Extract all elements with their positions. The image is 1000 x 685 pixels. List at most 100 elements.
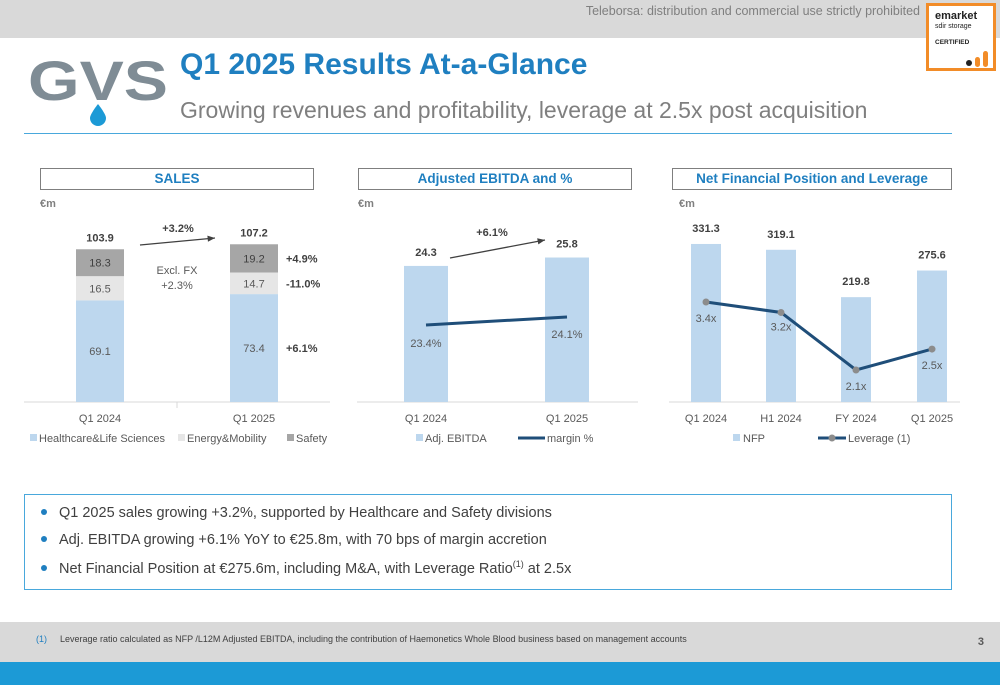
nfp-category-label: Q1 2024 (685, 413, 727, 425)
key-points-box: Q1 2025 sales growing +3.2%, supported b… (24, 494, 952, 590)
nfp-leverage-label: 3.2x (771, 321, 792, 333)
badge-bars-icon (966, 51, 988, 67)
sales-segment-value-label: 18.3 (89, 258, 110, 270)
badge-line3: CERTIFIED (935, 39, 970, 46)
nfp-category-label: H1 2024 (760, 413, 802, 425)
bullet-item: Net Financial Position at €275.6m, inclu… (41, 559, 571, 577)
sales-bar-segment (230, 272, 278, 295)
sales-bar-segment (230, 244, 278, 273)
sales-legend-label: Energy&Mobility (187, 433, 267, 445)
page-subtitle: Growing revenues and profitability, leve… (180, 97, 868, 123)
ebitda-category-label: Q1 2025 (546, 413, 588, 425)
bullet-text: Net Financial Position at €275.6m, inclu… (59, 560, 513, 577)
nfp-leverage-label: 2.1x (846, 381, 867, 393)
bottom-bar (0, 662, 1000, 685)
sales-segment-growth-label: +6.1% (286, 343, 318, 355)
nfp-bar (917, 270, 947, 402)
nfp-legend-swatch (733, 434, 740, 441)
sales-unit-label: €m (40, 198, 56, 210)
ebitda-legend-label: margin % (547, 433, 594, 445)
footnote-ref: (1) (512, 559, 524, 569)
title-divider (24, 133, 952, 134)
nfp-value-label: 219.8 (842, 276, 870, 288)
sales-panel-title: SALES (40, 168, 314, 190)
nfp-leverage-label: 2.5x (922, 360, 943, 372)
nfp-category-label: FY 2024 (835, 413, 876, 425)
nfp-category-label: Q1 2025 (911, 413, 953, 425)
bullet-item: Q1 2025 sales growing +3.2%, supported b… (41, 505, 552, 521)
sales-segment-growth-label: +4.9% (286, 253, 318, 265)
bullet-dot-icon (41, 536, 47, 543)
nfp-leverage-marker (928, 345, 936, 353)
emarket-certified-badge: emarket sdir storage CERTIFIED (926, 3, 996, 71)
sales-bar-segment (76, 276, 124, 301)
bullet-text: Q1 2025 sales growing +3.2%, supported b… (59, 505, 552, 521)
sales-excl-fx-value: +2.3% (161, 280, 193, 292)
bullet-text-tail: at 2.5x (523, 560, 572, 577)
ebitda-unit-label: €m (358, 198, 374, 210)
nfp-bar (841, 297, 871, 402)
sales-segment-value-label: 14.7 (243, 278, 264, 290)
ebitda-margin-line (425, 315, 568, 327)
charts-area: 69.1 16.5 18.3 103.9 Q1 2024 73.4 14.7 19.2 107.… (24, 223, 960, 445)
ebitda-value-label: 25.8 (556, 239, 577, 251)
page-number: 3 (977, 636, 984, 648)
nfp-value-label: 319.1 (767, 229, 795, 241)
nfp-bar (766, 249, 796, 402)
badge-line1: emarket (935, 10, 978, 22)
sales-excl-fx-label: Excl. FX (157, 265, 199, 277)
nfp-unit-label: €m (679, 198, 695, 210)
ebitda-margin-label: 24.1% (551, 329, 582, 341)
watermark-text: Teleborsa: distribution and commercial u… (585, 4, 920, 18)
ebitda-value-label: 24.3 (415, 247, 436, 259)
sales-segment-value-label: 69.1 (89, 346, 110, 358)
sales-legend-swatch (30, 434, 37, 441)
sales-legend-swatch (178, 434, 185, 441)
ebitda-legend-label: Adj. EBITDA (425, 433, 487, 445)
nfp-leverage-marker (852, 366, 860, 374)
sales-segment-growth-label: -11.0% (286, 278, 320, 290)
ebitda-growth-arrow (449, 239, 546, 259)
sales-bar-segment (76, 300, 124, 402)
sales-segment-value-label: 19.2 (243, 253, 264, 265)
footer-bar (0, 622, 1000, 662)
nfp-legend-marker (828, 434, 836, 442)
gvs-logo: GVS (28, 52, 168, 126)
water-drop-icon (90, 104, 106, 126)
nfp-legend-label: NFP (743, 433, 765, 445)
ebitda-growth-arrow-head (537, 238, 545, 245)
nfp-leverage-marker (777, 308, 785, 316)
ebitda-bar (404, 265, 448, 402)
ebitda-growth-label: +6.1% (476, 227, 508, 239)
sales-legend-label: Safety (296, 433, 328, 445)
sales-bar-segment (76, 249, 124, 277)
sales-segment-value-label: 16.5 (89, 283, 110, 295)
ebitda-margin-label: 23.4% (410, 338, 441, 350)
nfp-panel-title: Net Financial Position and Leverage (672, 168, 952, 190)
sales-growth-arrow (139, 237, 216, 246)
sales-legend-label: Healthcare&Life Sciences (39, 433, 165, 445)
sales-total-label: 103.9 (86, 232, 114, 244)
nfp-value-label: 331.3 (692, 223, 720, 235)
nfp-value-label: 275.6 (918, 250, 946, 262)
footnote-number: (1) (36, 634, 47, 644)
sales-growth-label: +3.2% (162, 223, 194, 235)
nfp-leverage-label: 3.4x (696, 313, 717, 325)
ebitda-panel-title: Adjusted EBITDA and % (358, 168, 632, 190)
ebitda-bar (545, 257, 589, 402)
bullet-dot-icon (41, 509, 47, 516)
badge-line2: sdir storage (935, 23, 972, 30)
logo-text: GVS (28, 52, 168, 112)
page-title: Q1 2025 Results At-a-Glance (180, 48, 588, 81)
sales-bar-segment (230, 294, 278, 402)
sales-category-label: Q1 2025 (233, 413, 275, 425)
footnote-text: Leverage ratio calculated as NFP /L12M A… (60, 634, 687, 644)
nfp-leverage-line (705, 300, 933, 372)
ebitda-legend-swatch (416, 434, 423, 441)
sales-total-label: 107.2 (240, 227, 268, 239)
sales-growth-arrow-head (207, 235, 215, 242)
nfp-bar (691, 243, 721, 402)
bullet-dot-icon (41, 565, 47, 571)
nfp-leverage-marker (702, 298, 710, 306)
sales-legend-swatch (287, 434, 294, 441)
